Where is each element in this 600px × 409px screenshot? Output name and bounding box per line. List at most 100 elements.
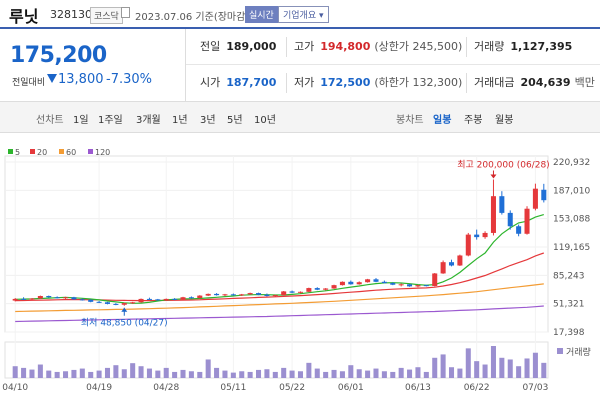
- volume-bar: [524, 358, 530, 378]
- candle: [373, 278, 379, 283]
- low-arrowhead: [121, 307, 128, 312]
- candle: [46, 295, 52, 298]
- x-tick-label: 04/28: [153, 383, 179, 393]
- y-tick-label: 187,010: [553, 186, 590, 196]
- candle: [306, 287, 312, 293]
- high-arrowhead: [490, 174, 497, 179]
- down-triangle-icon: [47, 74, 57, 83]
- company-overview-button[interactable]: 기업개요 ▾: [278, 6, 329, 23]
- volume-bar: [155, 370, 161, 378]
- candle-body: [348, 281, 354, 285]
- volume-bar: [121, 369, 127, 378]
- candle-body: [289, 291, 295, 293]
- tab-weekly[interactable]: 주봉: [464, 115, 483, 126]
- candle-body: [398, 284, 404, 286]
- y-tick-label: 153,088: [553, 215, 590, 225]
- volume-bar: [79, 368, 85, 378]
- candle: [21, 297, 27, 300]
- volume-bar: [490, 346, 496, 378]
- y-tick-label: 220,932: [553, 158, 590, 168]
- candle-body: [323, 288, 329, 290]
- low-annotation: 최저 48,850 (04/27): [81, 318, 168, 329]
- volume-bar: [113, 365, 119, 378]
- candle: [432, 273, 438, 287]
- current-price: 175,200: [10, 43, 107, 68]
- candle-body: [37, 295, 43, 299]
- stat-volume: 거래량 1,127,395: [474, 40, 573, 53]
- candle-body: [272, 295, 278, 297]
- volume-bar: [516, 366, 522, 378]
- tab-daily[interactable]: 일봉: [433, 115, 452, 126]
- candle-body: [381, 281, 387, 284]
- candle-body: [205, 293, 211, 296]
- volume-bar: [256, 369, 262, 378]
- candle-body: [306, 288, 312, 292]
- tab-3y[interactable]: 3년: [200, 115, 216, 126]
- candle-body: [96, 301, 102, 303]
- candle: [79, 298, 85, 301]
- volume-bar: [12, 366, 18, 378]
- candle-body: [499, 196, 505, 213]
- volume-bar: [272, 371, 278, 378]
- volume-bar: [104, 367, 111, 378]
- volume-bar: [163, 367, 169, 378]
- candle-body: [482, 232, 488, 238]
- volume-bar: [432, 357, 438, 378]
- tab-1w[interactable]: 1주일: [98, 115, 123, 126]
- candle: [465, 232, 471, 257]
- volume-bar: [222, 370, 228, 378]
- document-icon[interactable]: [121, 7, 130, 18]
- realtime-button[interactable]: 실시간: [245, 6, 278, 23]
- candle-body: [197, 295, 203, 299]
- x-tick-label: 06/01: [338, 383, 364, 393]
- volume-bar: [306, 362, 312, 378]
- y-tick-label: 85,243: [553, 271, 585, 281]
- candle-body: [314, 288, 320, 290]
- volume-bar: [465, 348, 471, 378]
- candle-body: [79, 299, 85, 301]
- candle-body: [507, 212, 513, 227]
- candle: [29, 298, 35, 301]
- candle-body: [474, 234, 480, 238]
- volume-bar: [172, 371, 178, 378]
- candle-body: [457, 255, 463, 266]
- candle: [247, 292, 253, 295]
- volume-bar: [130, 363, 136, 378]
- candle: [96, 301, 102, 304]
- stock-header: 루닛 328130 코스닥 2023.07.06 기준(장마감) 실시간 기업개…: [0, 0, 600, 28]
- candle: [214, 293, 220, 296]
- candle: [230, 293, 236, 296]
- stat-low: 저가 172,500 (하한가 132,300): [294, 76, 463, 89]
- candle: [297, 291, 303, 294]
- candle-body: [163, 298, 169, 301]
- tab-3m[interactable]: 3개월: [136, 115, 161, 126]
- volume-bar: [407, 369, 413, 378]
- compare-label: 전일대비: [12, 78, 46, 88]
- tab-10y[interactable]: 10년: [254, 115, 276, 126]
- tab-5y[interactable]: 5년: [227, 115, 243, 126]
- candle: [12, 298, 18, 302]
- volume-bar: [507, 359, 513, 378]
- candle-body: [264, 294, 270, 296]
- volume-bar: [390, 371, 396, 378]
- stat-high: 고가 194,800 (상한가 245,500): [294, 40, 463, 53]
- legend-swatch: [8, 149, 13, 154]
- ma120-line: [15, 305, 544, 323]
- candle: [356, 281, 362, 285]
- candle-body: [448, 262, 455, 266]
- volume-bar: [214, 367, 220, 378]
- candle-body: [54, 297, 60, 299]
- candle-body: [365, 279, 371, 283]
- tab-1d[interactable]: 1일: [73, 115, 89, 126]
- tab-1y[interactable]: 1년: [172, 115, 188, 126]
- volume-bar: [348, 365, 354, 378]
- candle: [88, 299, 94, 303]
- candle: [507, 210, 513, 230]
- candle: [440, 260, 446, 274]
- candle: [524, 206, 530, 235]
- tab-monthly[interactable]: 월봉: [495, 115, 514, 126]
- stats-panel: 전일 189,000 고가 194,800 (상한가 245,500) 거래량 1,12…: [186, 29, 600, 101]
- candle: [532, 183, 538, 211]
- legend-ma60: 60: [59, 148, 76, 157]
